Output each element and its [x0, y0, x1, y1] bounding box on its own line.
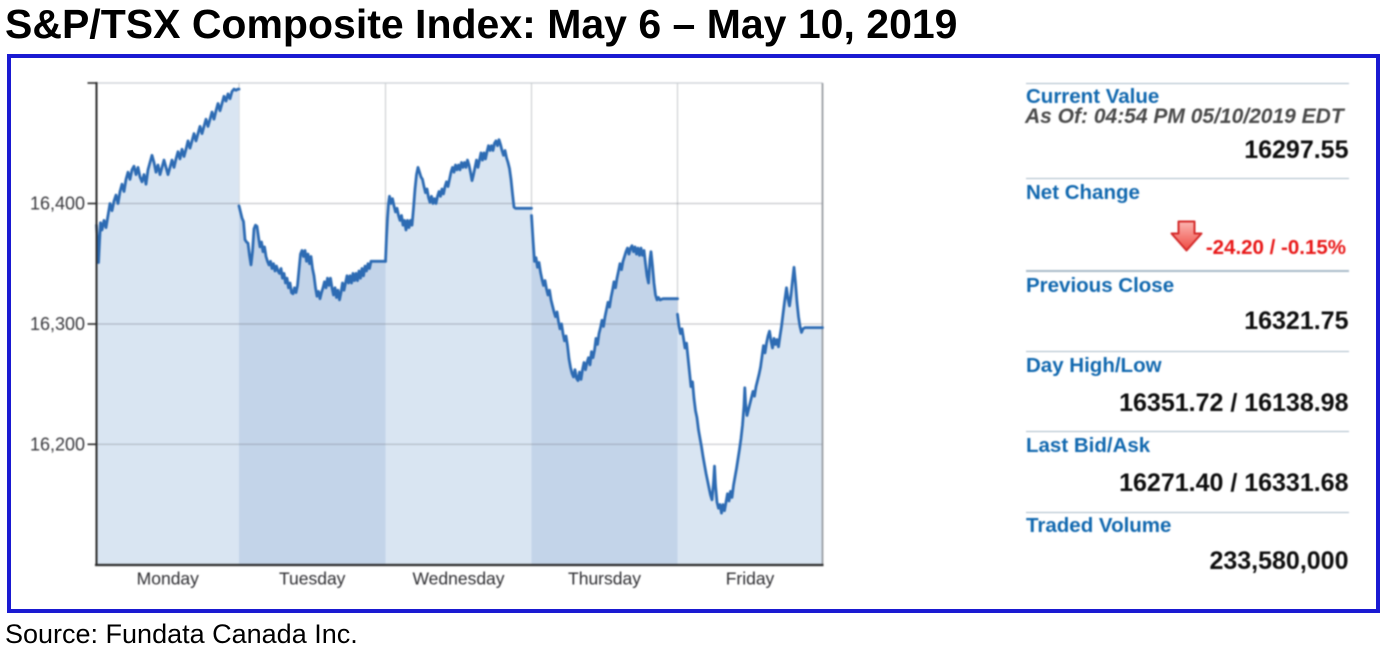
svg-text:16,400: 16,400 [30, 194, 85, 214]
svg-text:Thursday: Thursday [568, 569, 641, 589]
svg-text:16,300: 16,300 [30, 314, 85, 334]
svg-text:16,200: 16,200 [30, 434, 85, 454]
svg-text:Monday: Monday [137, 569, 200, 589]
svg-text:Wednesday: Wednesday [412, 569, 504, 589]
svg-text:Tuesday: Tuesday [279, 569, 346, 589]
svg-text:Friday: Friday [726, 569, 775, 589]
